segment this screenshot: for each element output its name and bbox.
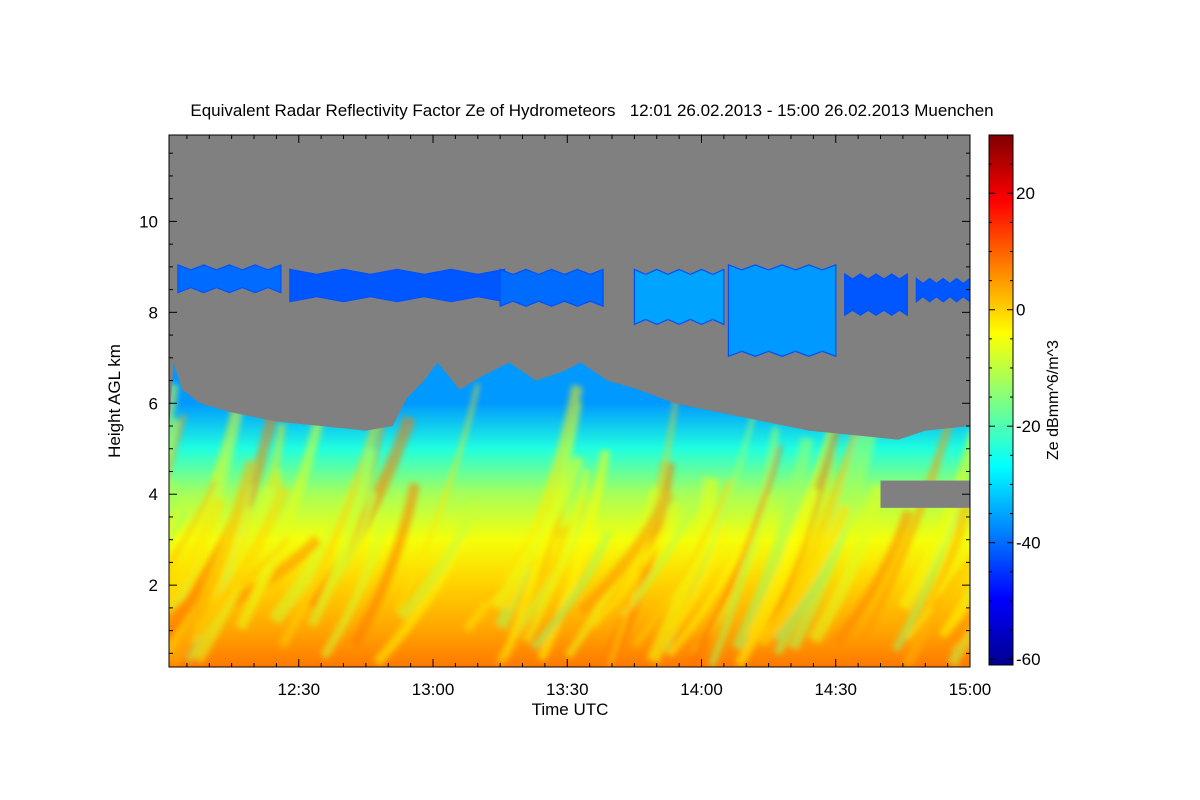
fall-streak	[490, 455, 585, 610]
upper-cloud-band	[844, 272, 908, 317]
y-axis: 2 4 6 8 10	[139, 152, 970, 654]
x-axis-label: Time UTC	[532, 700, 609, 719]
colorbar-label: Ze dBmm^6/m^3	[1045, 340, 1062, 460]
fall-streak	[307, 448, 376, 628]
y-tick-label: 4	[149, 485, 158, 504]
fall-streak	[194, 536, 290, 618]
colorbar-tick-label: 20	[1016, 184, 1035, 203]
fall-streak	[536, 449, 611, 661]
x-tick-label: 13:30	[546, 680, 589, 699]
fall-streak	[707, 426, 780, 667]
fall-streak	[689, 444, 783, 666]
y-tick-label: 8	[149, 303, 158, 322]
fall-streak	[905, 522, 970, 641]
upper-cloud-band	[633, 268, 725, 326]
plot-area	[169, 264, 970, 667]
fall-streak	[169, 479, 218, 637]
colorbar-tick-label: -20	[1016, 417, 1041, 436]
x-axis: 12:30 13:00 13:30 14:00 14:30 15:00	[186, 135, 992, 699]
no-data-gap	[880, 480, 970, 508]
fall-streak	[169, 417, 183, 640]
upper-cloud-band	[499, 268, 604, 308]
x-tick-label: 13:00	[412, 680, 455, 699]
x-tick-label: 14:30	[814, 680, 857, 699]
fall-streak	[192, 485, 291, 637]
fall-streak	[929, 490, 970, 609]
fall-streak	[898, 428, 970, 611]
upper-cloud-band	[915, 277, 970, 303]
upper-cloud-layer	[177, 264, 970, 358]
fall-streak	[577, 490, 675, 616]
fall-streak	[832, 509, 913, 647]
fall-streak	[523, 468, 591, 643]
fall-streak	[349, 482, 420, 648]
fall-streaks	[169, 383, 970, 667]
fall-streak	[169, 480, 182, 632]
fall-streak	[731, 436, 814, 652]
upper-cloud-band	[727, 264, 837, 358]
fall-streak	[942, 537, 970, 651]
upper-cloud-band	[177, 264, 282, 294]
y-tick-label: 6	[149, 394, 158, 413]
y-tick-label: 10	[139, 212, 158, 231]
fall-streak	[169, 414, 187, 639]
colorbar-tick-label: -60	[1016, 650, 1041, 669]
x-tick-label: 15:00	[949, 680, 992, 699]
fall-streak	[169, 459, 257, 667]
fall-streak	[756, 504, 852, 648]
fall-streak	[169, 461, 172, 637]
fall-streak	[773, 527, 848, 643]
upper-cloud-band	[289, 268, 506, 303]
plot-frame	[168, 134, 971, 668]
colorbar-axis: 20 0 -20 -40 -60	[989, 134, 1041, 669]
colorbar	[988, 134, 1014, 666]
fall-streak	[394, 383, 480, 613]
fall-streak	[169, 391, 244, 653]
chart-title: Equivalent Radar Reflectivity Factor Ze …	[190, 101, 993, 120]
fall-streak	[646, 477, 719, 665]
fall-streak	[320, 512, 390, 660]
fall-streak	[396, 500, 481, 621]
fall-streak	[734, 487, 820, 667]
colorbar-tick-label: -40	[1016, 534, 1041, 553]
fall-streak	[632, 479, 733, 649]
fall-streak	[530, 530, 613, 651]
x-tick-label: 12:30	[277, 680, 320, 699]
y-tick-label: 2	[149, 576, 158, 595]
x-tick-label: 14:00	[680, 680, 723, 699]
y-axis-label: Height AGL km	[105, 344, 124, 458]
colorbar-tick-label: 0	[1016, 301, 1025, 320]
fall-streak	[808, 483, 886, 644]
fall-streak	[169, 496, 226, 638]
fall-streak	[235, 411, 326, 631]
fall-streak	[169, 509, 188, 649]
fall-streak	[620, 474, 709, 618]
fall-streak	[500, 401, 583, 661]
fall-streak	[662, 524, 729, 642]
fall-streak	[938, 486, 970, 641]
